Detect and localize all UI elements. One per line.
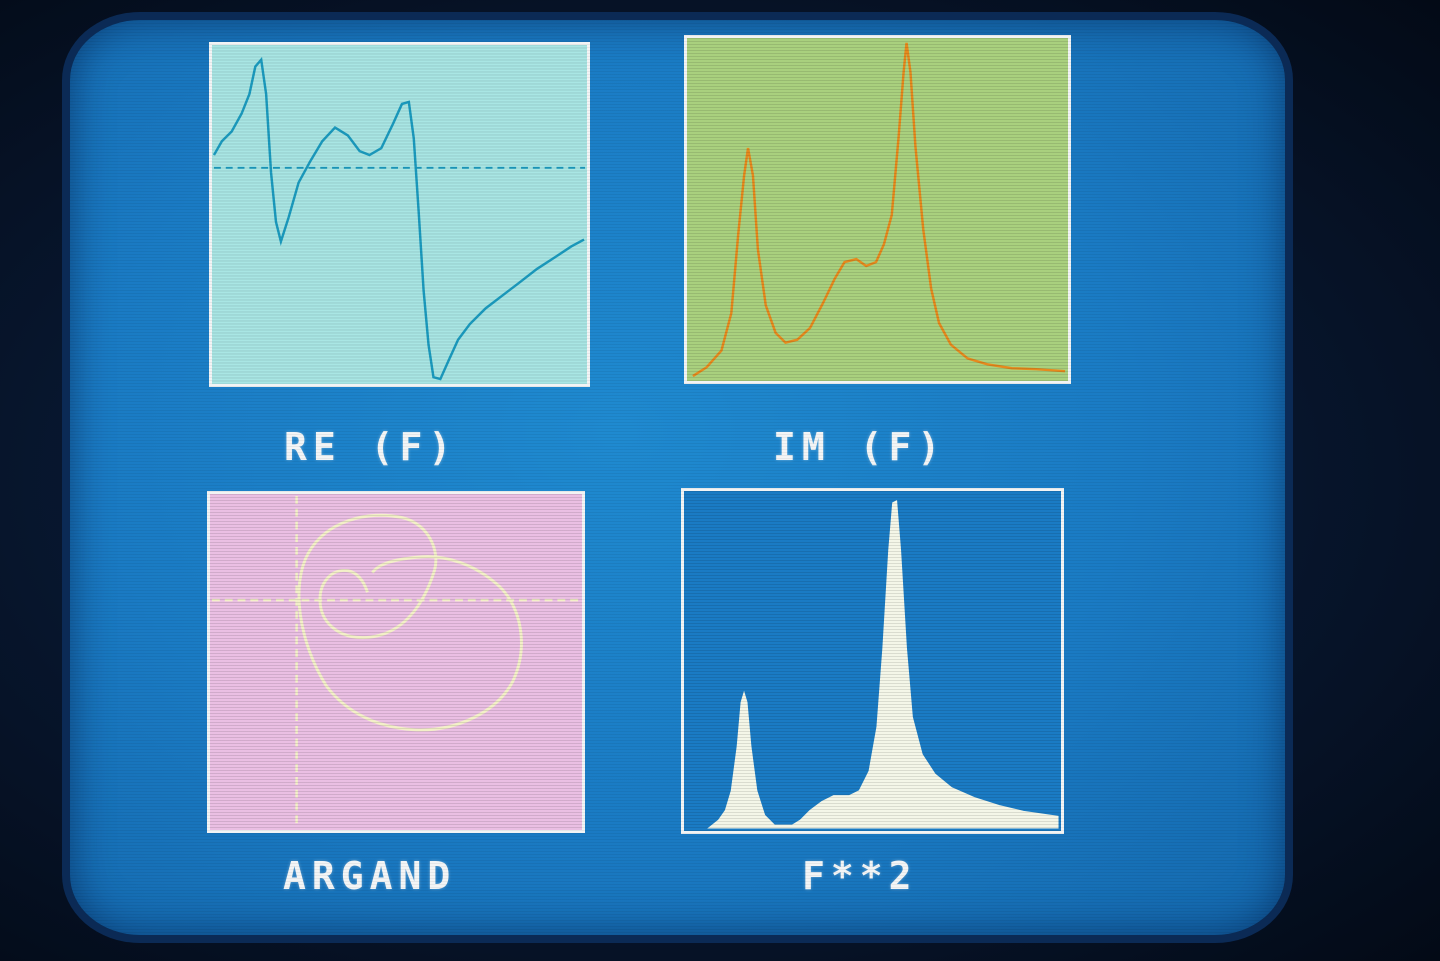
argand-caption: ARGAND	[283, 854, 457, 898]
im-f-caption: IM (F)	[773, 425, 947, 469]
argand-plot-panel	[207, 491, 585, 833]
f-squared-plot	[707, 500, 1059, 829]
f-squared-plot-panel	[681, 488, 1064, 834]
im-f-plot	[692, 42, 1066, 378]
argand-plot	[211, 495, 581, 829]
im-f-plot-panel	[684, 35, 1071, 384]
re-f-curve	[212, 56, 585, 381]
f-squared-filled-area	[707, 500, 1059, 829]
re-f-caption: RE (F)	[284, 425, 458, 469]
crt-screen: RE (F) IM (F) ARGAND F**2	[70, 20, 1285, 935]
re-f-plot	[212, 56, 586, 381]
re-f-plot-panel	[209, 42, 590, 387]
im-f-curve	[692, 42, 1066, 378]
f-squared-caption: F**2	[802, 854, 918, 898]
argand-curve	[297, 513, 523, 732]
